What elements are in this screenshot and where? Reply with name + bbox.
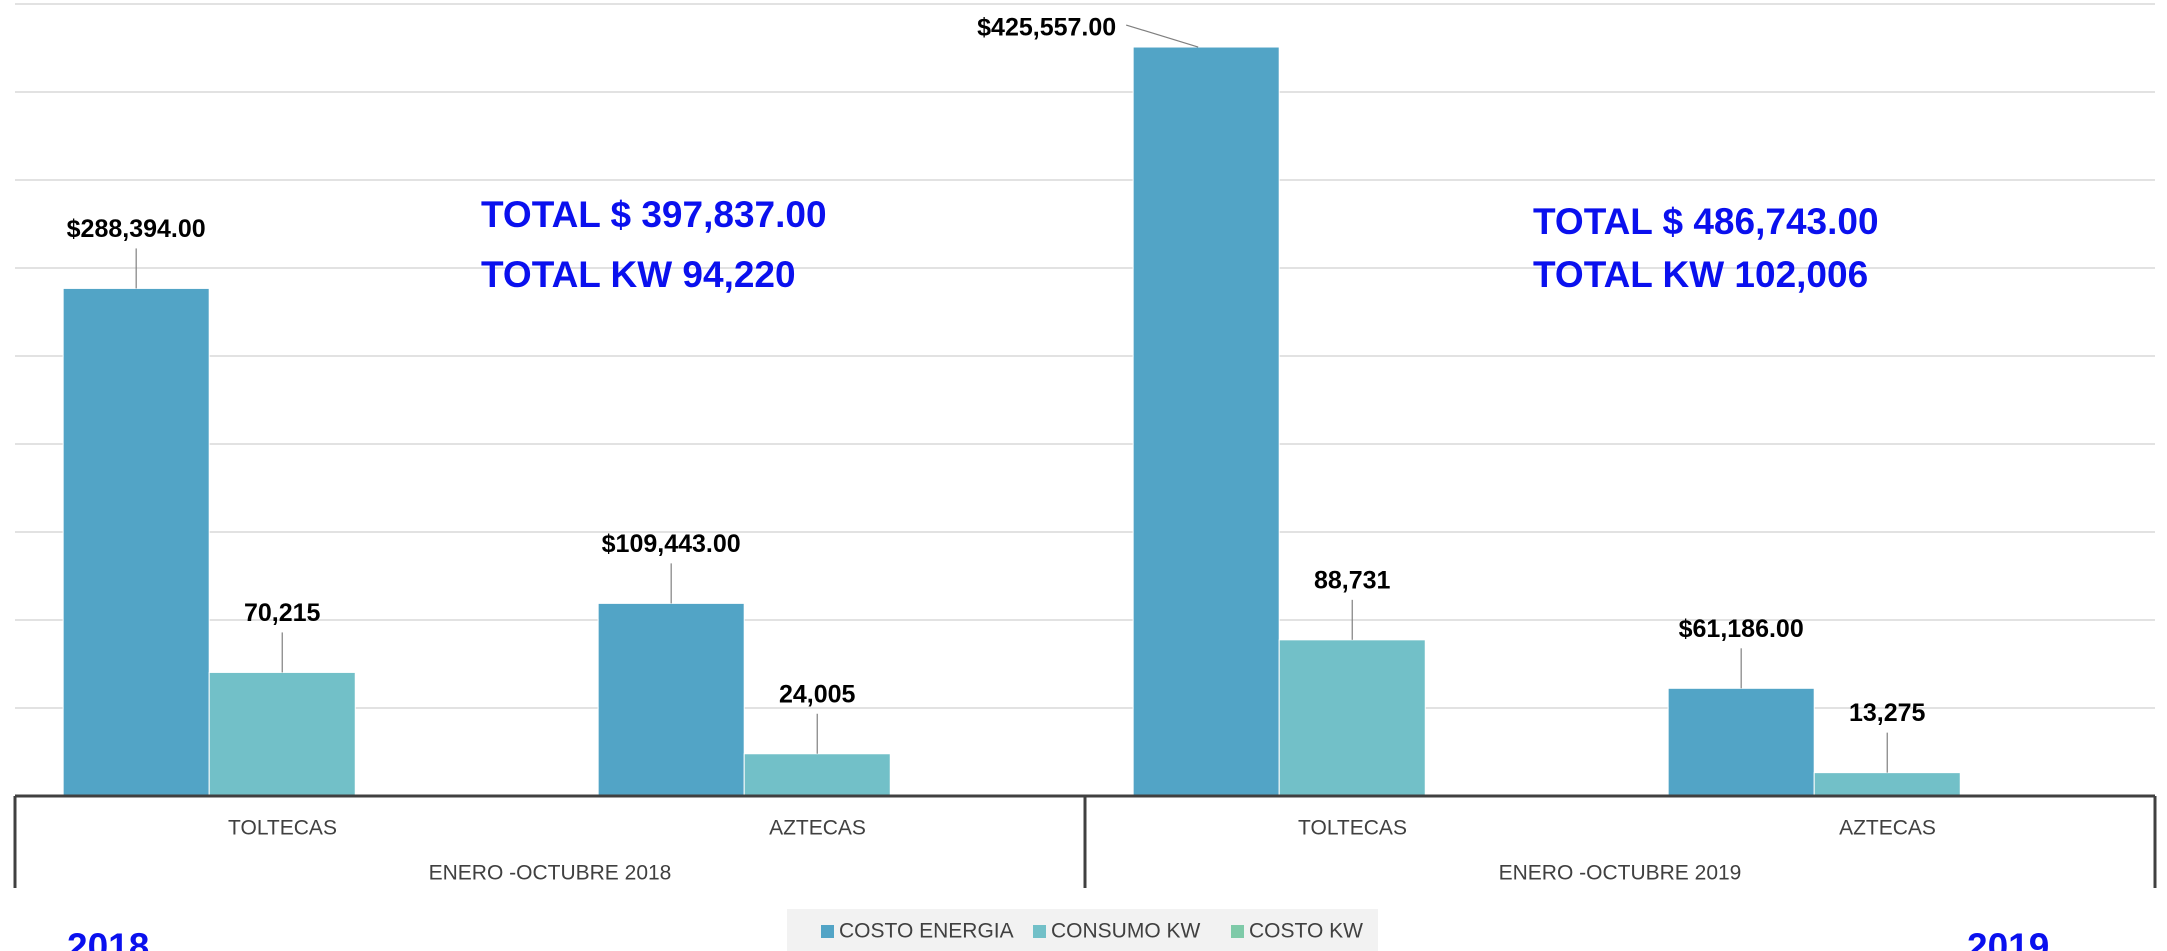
annotation: 2018 <box>67 926 149 951</box>
annotation: 2019 <box>1967 926 2049 951</box>
bar <box>743 753 891 797</box>
legend-label: CONSUMO KW <box>1051 920 1201 943</box>
group-label: ENERO -OCTUBRE 2019 <box>1499 862 1742 885</box>
data-label: $109,443.00 <box>602 530 741 558</box>
leader-line <box>1126 24 1199 48</box>
bar <box>1132 46 1280 797</box>
data-label: 24,005 <box>779 680 856 708</box>
x-tick-label: AZTECAS <box>769 817 866 840</box>
legend-swatch <box>821 925 834 938</box>
legend-label: COSTO KW <box>1249 920 1363 943</box>
legend-background <box>787 909 1378 951</box>
data-label: $288,394.00 <box>67 215 206 243</box>
annotation: TOTAL $ 397,837.00 <box>481 194 827 235</box>
annotation: TOTAL $ 486,743.00 <box>1533 201 1879 242</box>
data-label: $425,557.00 <box>977 14 1116 42</box>
data-label: 70,215 <box>244 599 321 627</box>
x-tick-label: TOLTECAS <box>228 817 337 840</box>
data-label: $61,186.00 <box>1679 615 1804 643</box>
annotation: TOTAL KW 102,006 <box>1533 254 1868 295</box>
bar <box>62 287 210 797</box>
bar <box>208 671 356 797</box>
x-tick-label: TOLTECAS <box>1298 817 1407 840</box>
data-label: 88,731 <box>1314 566 1391 594</box>
x-tick-label: AZTECAS <box>1839 817 1936 840</box>
bar <box>1667 687 1815 797</box>
legend-label: COSTO ENERGIA <box>839 920 1014 943</box>
bar <box>597 602 745 797</box>
group-label: ENERO -OCTUBRE 2018 <box>429 862 672 885</box>
data-label: 13,275 <box>1849 699 1926 727</box>
bar <box>1278 639 1426 797</box>
legend-swatch <box>1231 925 1244 938</box>
annotation: TOTAL KW 94,220 <box>481 254 796 295</box>
legend-swatch <box>1033 925 1046 938</box>
bar <box>1813 772 1961 797</box>
